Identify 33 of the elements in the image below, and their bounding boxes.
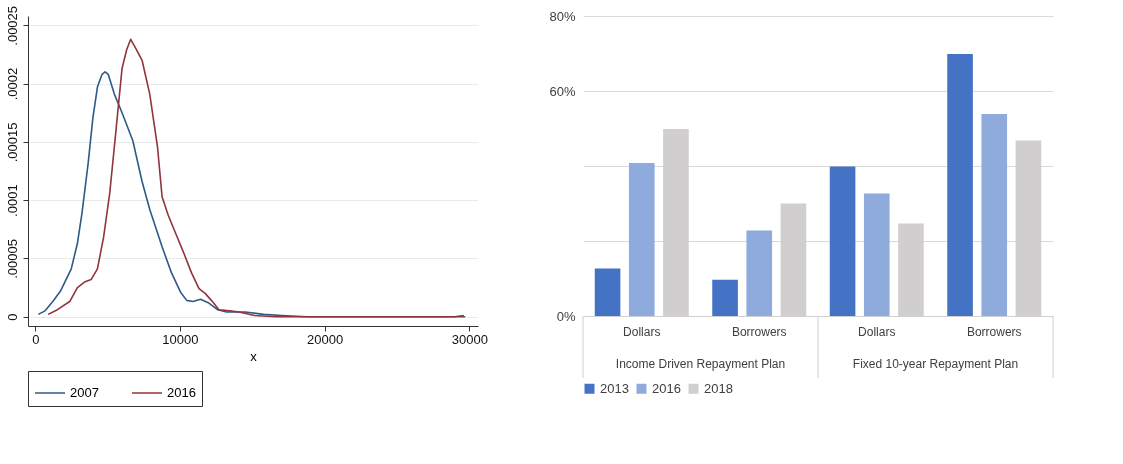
x-tick-label: Dollars bbox=[623, 324, 661, 339]
x-tick-label: 10000 bbox=[162, 331, 199, 347]
bar bbox=[594, 268, 621, 316]
y-tick-label: .00025 bbox=[4, 5, 20, 46]
y-tick-label: .0001 bbox=[4, 184, 20, 217]
legend-label: 2016 bbox=[167, 385, 196, 400]
bar bbox=[863, 193, 890, 316]
bar bbox=[628, 163, 655, 316]
legend-label: 2013 bbox=[600, 380, 629, 396]
x-tick-label: Borrowers bbox=[966, 324, 1022, 339]
x-tick-label: Borrowers bbox=[731, 324, 787, 339]
x-tick-label: 30000 bbox=[451, 331, 488, 347]
x-tick-label: Dollars bbox=[858, 324, 896, 339]
bar bbox=[981, 113, 1008, 316]
y-tick-label: 60% bbox=[549, 83, 576, 99]
text: Income Driven Repayment Plan bbox=[615, 357, 786, 371]
y-tick-label: 0% bbox=[556, 308, 576, 324]
x-tick-label: 20000 bbox=[307, 331, 344, 347]
text: Fixed 10-year Repayment Plan bbox=[852, 357, 1019, 371]
bar bbox=[947, 53, 973, 316]
bar bbox=[712, 279, 738, 316]
legend-label: 2018 bbox=[704, 380, 733, 396]
legend-label: 2016 bbox=[652, 380, 681, 396]
x-axis-title: x bbox=[250, 348, 258, 364]
x-tick-label: 0 bbox=[32, 331, 40, 347]
y-tick-label: 0 bbox=[4, 313, 20, 321]
bar bbox=[746, 230, 773, 316]
y-tick-label: .00005 bbox=[4, 239, 20, 279]
y-tick-label: 80% bbox=[549, 8, 576, 24]
legend-label: 2007 bbox=[70, 385, 99, 400]
y-tick-label: .00015 bbox=[4, 122, 20, 163]
y-tick-label: .0002 bbox=[4, 67, 20, 101]
bar bbox=[829, 166, 856, 316]
